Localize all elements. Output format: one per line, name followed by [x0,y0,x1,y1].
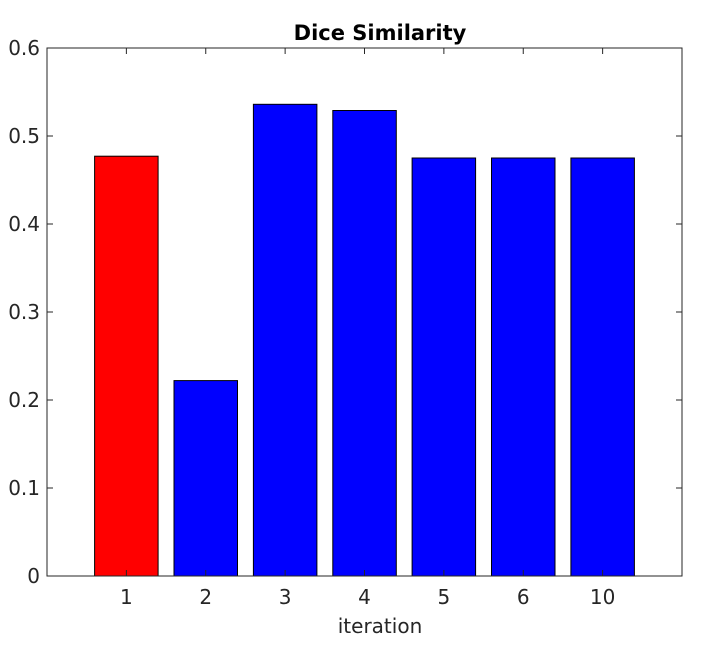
bar-iteration-3 [252,103,318,577]
x-tick-label: 1 [120,585,133,609]
x-axis-title: iteration [338,614,423,638]
bar-iteration-6 [491,157,556,577]
x-tick-label: 6 [517,585,530,609]
x-tick-label: 2 [199,585,212,609]
y-tick-label: 0 [27,564,40,588]
bar-iteration-1 [94,155,159,577]
bars-layer [94,103,635,577]
y-tick-label: 0.4 [8,212,40,236]
y-tick-label: 0.2 [8,388,40,412]
chart-title: Dice Similarity [294,21,467,45]
bar-iteration-2 [173,380,238,577]
x-tick-label: 10 [590,585,615,609]
x-tick-label: 4 [358,585,371,609]
y-tick-label: 0.3 [8,300,40,324]
x-tick-label: 5 [438,585,451,609]
y-tick-label: 0.6 [8,36,40,60]
bar-iteration-10 [570,157,635,577]
x-axis: 1 2 3 4 5 6 10 [120,48,615,609]
y-axis: 0 0.1 0.2 0.3 0.4 0.5 0.6 [8,36,682,588]
bar-iteration-4 [332,110,397,577]
x-tick-label: 3 [279,585,292,609]
y-tick-label: 0.5 [8,124,40,148]
y-tick-label: 0.1 [8,476,40,500]
bar-iteration-5 [411,157,477,577]
